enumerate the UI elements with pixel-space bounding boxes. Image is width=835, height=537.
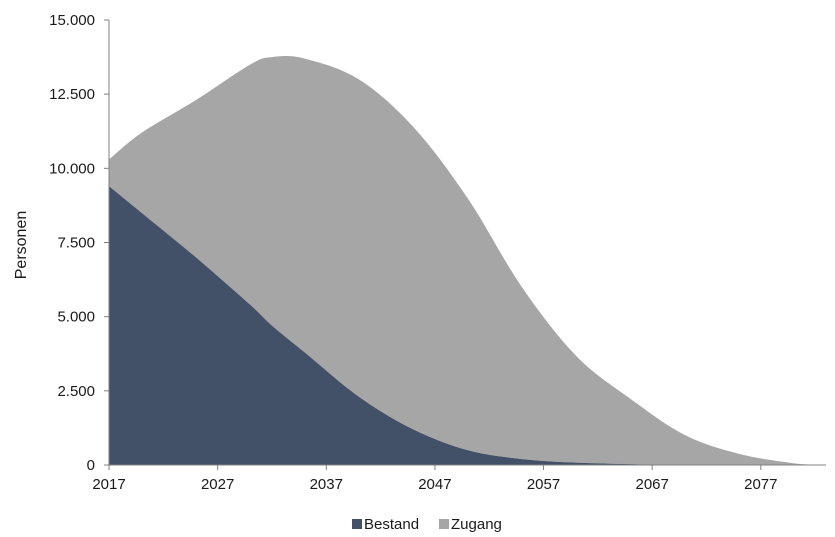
x-tick-label: 2047	[418, 476, 451, 493]
x-tick-label: 2017	[92, 476, 125, 493]
y-tick-label: 5.000	[57, 309, 95, 326]
y-tick-label: 2.500	[57, 383, 95, 400]
x-tick-label: 2077	[744, 476, 777, 493]
series-area-zugang	[109, 56, 826, 466]
legend-swatch-bestand	[352, 519, 362, 529]
y-axis-label: Personen	[13, 211, 30, 280]
y-tick-label: 0	[87, 457, 95, 474]
legend-label-bestand: Bestand	[364, 516, 419, 533]
plot-areas	[109, 56, 826, 466]
y-tick-label: 12.500	[49, 86, 95, 103]
y-tick-label: 10.000	[49, 160, 95, 177]
y-axis-ticks: 0 2.500 5.000 7.500 10.000 12.500 15.000	[49, 12, 109, 474]
x-tick-label: 2067	[635, 476, 668, 493]
legend-label-zugang: Zugang	[451, 516, 502, 533]
legend-swatch-zugang	[439, 519, 449, 529]
x-tick-label: 2037	[310, 476, 343, 493]
legend: Bestand Zugang	[352, 516, 502, 533]
x-tick-label: 2057	[527, 476, 560, 493]
x-axis-ticks: 2017 2027 2037 2047 2057 2067 2077	[92, 465, 778, 493]
x-tick-label: 2027	[201, 476, 234, 493]
y-tick-label: 15.000	[49, 12, 95, 29]
series-area-bestand	[109, 186, 826, 466]
y-tick-label: 7.500	[57, 235, 95, 252]
